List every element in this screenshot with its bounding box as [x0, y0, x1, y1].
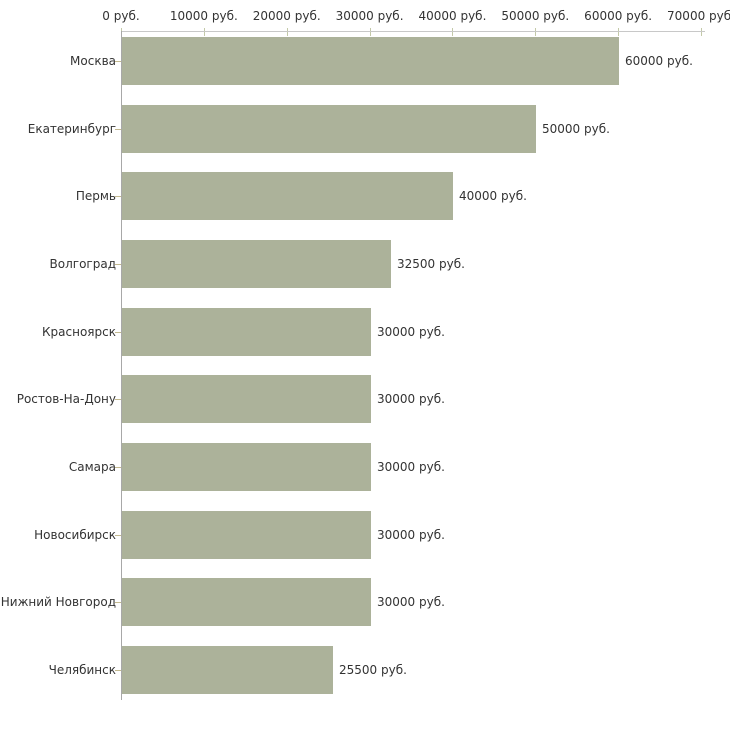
y-tick-mark [115, 535, 121, 536]
category-label: Пермь [75, 189, 116, 203]
bar-value-label: 60000 руб. [625, 54, 693, 68]
x-tick-label: 40000 руб. [418, 9, 487, 23]
x-tick-label: 30000 руб. [335, 9, 404, 23]
x-tick-label: 60000 руб. [584, 9, 653, 23]
bar [122, 308, 371, 356]
bar-value-label: 25500 руб. [339, 663, 407, 677]
x-tick-label: 0 руб. [102, 9, 140, 23]
y-tick-mark [115, 332, 121, 333]
y-tick-mark [115, 602, 121, 603]
bar-value-label: 30000 руб. [377, 325, 445, 339]
bar [122, 646, 333, 694]
category-label: Новосибирск [34, 528, 116, 542]
y-tick-mark [115, 670, 121, 671]
bar-value-label: 50000 руб. [542, 122, 610, 136]
bar-value-label: 30000 руб. [377, 392, 445, 406]
bar-value-label: 30000 руб. [377, 460, 445, 474]
bar [122, 443, 371, 491]
category-label: Красноярск [42, 325, 116, 339]
bar-value-label: 32500 руб. [397, 257, 465, 271]
y-axis-line [121, 31, 122, 700]
bar-value-label: 40000 руб. [459, 189, 527, 203]
category-label: Самара [68, 460, 116, 474]
category-label: Нижний Новгород [0, 595, 116, 609]
bar [122, 375, 371, 423]
x-tick-label: 10000 руб. [169, 9, 238, 23]
bar [122, 240, 391, 288]
y-tick-mark [115, 399, 121, 400]
x-tick-mark [535, 28, 537, 36]
category-label: Москва [70, 54, 116, 68]
y-tick-mark [115, 129, 121, 130]
bar-value-label: 30000 руб. [377, 595, 445, 609]
x-tick-mark [203, 28, 205, 36]
x-tick-mark [452, 28, 454, 36]
y-tick-mark [115, 196, 121, 197]
x-tick-label: 20000 руб. [252, 9, 321, 23]
bar [122, 578, 371, 626]
bar [122, 37, 619, 85]
category-label: Челябинск [48, 663, 116, 677]
category-label: Волгоград [49, 257, 116, 271]
bar [122, 105, 536, 153]
x-tick-mark [618, 28, 620, 36]
x-tick-label: 70000 руб. [667, 9, 730, 23]
x-axis-line [121, 31, 705, 32]
y-tick-mark [115, 467, 121, 468]
bar [122, 511, 371, 559]
x-tick-mark [701, 28, 702, 36]
category-label: Екатеринбург [27, 122, 116, 136]
x-tick-mark [286, 28, 288, 36]
y-tick-mark [115, 61, 121, 62]
bar [122, 172, 453, 220]
y-tick-mark [115, 264, 121, 265]
category-label: Ростов-На-Дону [16, 392, 116, 406]
x-tick-mark [369, 28, 371, 36]
x-tick-label: 50000 руб. [501, 9, 570, 23]
bar-value-label: 30000 руб. [377, 528, 445, 542]
